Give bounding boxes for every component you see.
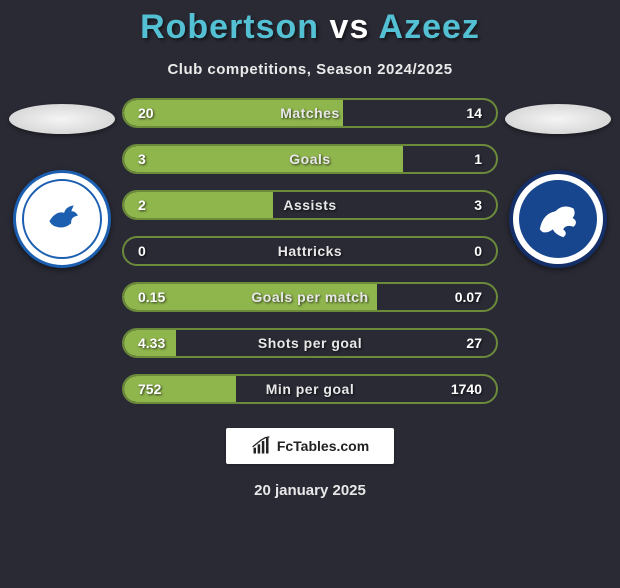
stat-row: 4.33Shots per goal27 [122, 328, 498, 358]
bluebird-icon [41, 198, 83, 240]
stat-value-right: 1 [474, 151, 496, 167]
brand-text: FcTables.com [277, 438, 369, 454]
stat-value-right: 14 [466, 105, 496, 121]
millwall-crest [509, 170, 607, 268]
stat-value-right: 0 [474, 243, 496, 259]
left-column [2, 98, 122, 268]
title-player-right: Azeez [379, 8, 480, 46]
millwall-crest-inner [519, 180, 597, 258]
brand-badge: FcTables.com [226, 428, 394, 464]
stats-table: 20Matches143Goals12Assists30Hattricks00.… [122, 98, 498, 404]
chart-icon [251, 436, 271, 456]
cardiff-crest-inner [22, 179, 102, 259]
title-player-left: Robertson [140, 8, 319, 46]
stat-value-right: 0.07 [455, 289, 496, 305]
stat-value-right: 27 [466, 335, 496, 351]
stat-row: 752Min per goal1740 [122, 374, 498, 404]
title-vs: vs [330, 8, 370, 46]
footer-date: 20 january 2025 [0, 482, 620, 499]
stat-label: Goals per match [124, 289, 496, 305]
player-left-avatar [9, 104, 115, 134]
stat-label: Hattricks [124, 243, 496, 259]
content-region: 20Matches143Goals12Assists30Hattricks00.… [0, 98, 620, 404]
stat-value-right: 1740 [451, 381, 496, 397]
stat-row: 20Matches14 [122, 98, 498, 128]
lion-icon [532, 193, 584, 245]
stat-label: Matches [124, 105, 496, 121]
stat-label: Shots per goal [124, 335, 496, 351]
right-column [498, 98, 618, 268]
stat-row: 0.15Goals per match0.07 [122, 282, 498, 312]
stat-value-right: 3 [474, 197, 496, 213]
stat-row: 3Goals1 [122, 144, 498, 174]
stat-label: Goals [124, 151, 496, 167]
cardiff-city-crest [13, 170, 111, 268]
stat-row: 0Hattricks0 [122, 236, 498, 266]
stat-row: 2Assists3 [122, 190, 498, 220]
subtitle: Club competitions, Season 2024/2025 [0, 61, 620, 78]
player-right-avatar [505, 104, 611, 134]
stat-label: Min per goal [124, 381, 496, 397]
page-title: Robertson vs Azeez [0, 8, 620, 47]
stat-label: Assists [124, 197, 496, 213]
